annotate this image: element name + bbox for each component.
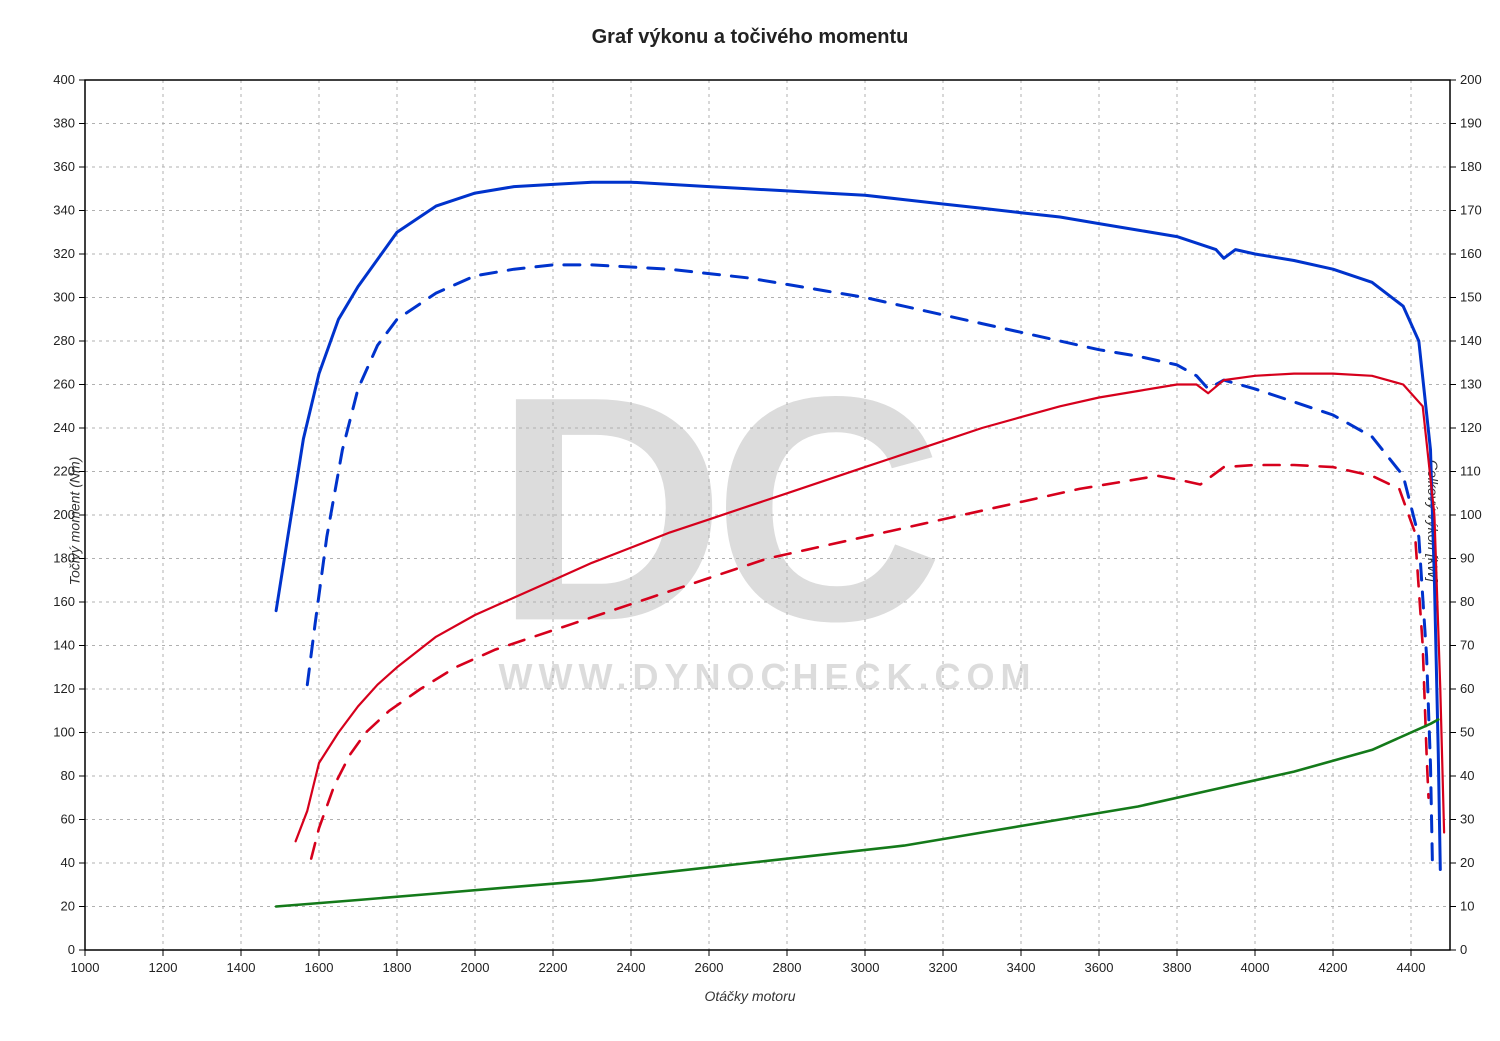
y-right-tick-label: 120 — [1460, 420, 1482, 435]
y-left-tick-label: 300 — [53, 290, 75, 305]
y-right-tick-label: 50 — [1460, 725, 1474, 740]
x-tick-label: 3000 — [851, 960, 880, 975]
y-left-tick-label: 80 — [61, 768, 75, 783]
y-right-tick-label: 10 — [1460, 899, 1474, 914]
y-right-tick-label: 150 — [1460, 290, 1482, 305]
y-right-tick-label: 200 — [1460, 72, 1482, 87]
y-left-tick-label: 360 — [53, 159, 75, 174]
y-right-tick-label: 170 — [1460, 203, 1482, 218]
y-right-tick-label: 70 — [1460, 638, 1474, 653]
dyno-chart: DCWWW.DYNOCHECK.COM100012001400160018002… — [0, 0, 1500, 1041]
x-tick-label: 2600 — [695, 960, 724, 975]
y-right-tick-label: 0 — [1460, 942, 1467, 957]
y-right-tick-label: 140 — [1460, 333, 1482, 348]
y-right-tick-label: 60 — [1460, 681, 1474, 696]
y-left-tick-label: 340 — [53, 203, 75, 218]
y-left-tick-label: 400 — [53, 72, 75, 87]
x-tick-label: 2400 — [617, 960, 646, 975]
x-tick-label: 3200 — [929, 960, 958, 975]
x-tick-label: 1400 — [227, 960, 256, 975]
y-left-tick-label: 120 — [53, 681, 75, 696]
x-tick-label: 1600 — [305, 960, 334, 975]
y-right-tick-label: 80 — [1460, 594, 1474, 609]
chart-container: Graf výkonu a točivého momentu Točivý mo… — [0, 0, 1500, 1041]
y-right-tick-label: 30 — [1460, 812, 1474, 827]
y-left-tick-label: 140 — [53, 638, 75, 653]
y-left-tick-label: 200 — [53, 507, 75, 522]
x-tick-label: 1800 — [383, 960, 412, 975]
y-right-tick-label: 100 — [1460, 507, 1482, 522]
y-left-tick-label: 220 — [53, 464, 75, 479]
y-right-tick-label: 40 — [1460, 768, 1474, 783]
y-right-tick-label: 90 — [1460, 551, 1474, 566]
y-right-tick-label: 180 — [1460, 159, 1482, 174]
svg-text:C: C — [713, 329, 946, 687]
series-power_loss — [276, 720, 1438, 907]
x-tick-label: 2000 — [461, 960, 490, 975]
y-left-tick-label: 40 — [61, 855, 75, 870]
y-left-tick-label: 20 — [61, 899, 75, 914]
x-tick-label: 1000 — [71, 960, 100, 975]
y-right-tick-label: 110 — [1460, 464, 1481, 479]
y-right-tick-label: 190 — [1460, 116, 1482, 131]
y-left-tick-label: 180 — [53, 551, 75, 566]
x-tick-label: 1200 — [149, 960, 178, 975]
x-tick-label: 2800 — [773, 960, 802, 975]
x-tick-label: 4400 — [1397, 960, 1426, 975]
x-tick-label: 2200 — [539, 960, 568, 975]
x-axis-label: Otáčky motoru — [0, 988, 1500, 1004]
y-left-tick-label: 320 — [53, 246, 75, 261]
y-left-tick-label: 240 — [53, 420, 75, 435]
y-left-tick-label: 60 — [61, 812, 75, 827]
x-tick-label: 4200 — [1319, 960, 1348, 975]
y-left-tick-label: 100 — [53, 725, 75, 740]
y-left-tick-label: 260 — [53, 377, 75, 392]
svg-text:WWW.DYNOCHECK.COM: WWW.DYNOCHECK.COM — [499, 656, 1037, 697]
y-left-tick-label: 160 — [53, 594, 75, 609]
y-right-tick-label: 130 — [1460, 377, 1482, 392]
x-tick-label: 3600 — [1085, 960, 1114, 975]
x-tick-label: 4000 — [1241, 960, 1270, 975]
svg-text:D: D — [495, 329, 728, 687]
y-left-tick-label: 280 — [53, 333, 75, 348]
y-left-tick-label: 380 — [53, 116, 75, 131]
x-tick-label: 3800 — [1163, 960, 1192, 975]
x-tick-label: 3400 — [1007, 960, 1036, 975]
y-right-tick-label: 20 — [1460, 855, 1474, 870]
y-right-tick-label: 160 — [1460, 246, 1482, 261]
y-left-tick-label: 0 — [68, 942, 75, 957]
